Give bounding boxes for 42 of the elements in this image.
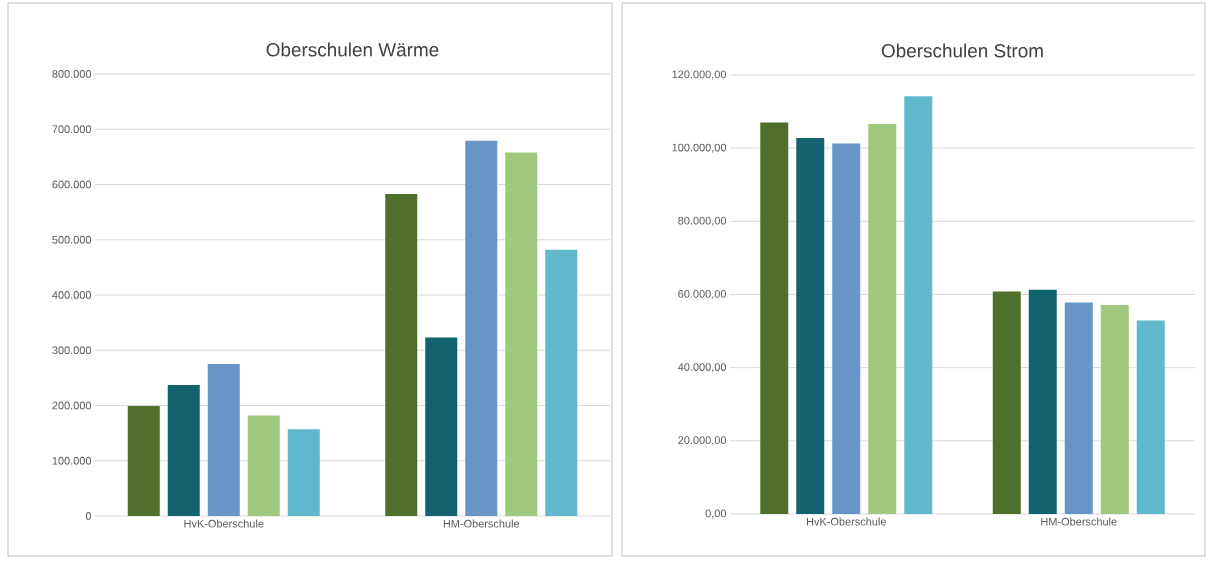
- bar: [247, 415, 280, 516]
- x-tick-label: HvK-Oberschule: [184, 519, 264, 528]
- y-tick-label: 200.000: [52, 401, 92, 410]
- bar: [868, 124, 897, 514]
- bar: [1028, 289, 1057, 514]
- y-tick-label: 0: [85, 512, 92, 520]
- x-tick-label: HM-Oberschule: [443, 519, 520, 528]
- bar: [796, 137, 825, 514]
- bar: [760, 122, 789, 514]
- bar: [1100, 305, 1129, 514]
- x-tick-label: HvK-Oberschule: [806, 517, 886, 526]
- y-tick-label: 120.000,00: [672, 70, 727, 80]
- bar: [505, 152, 538, 516]
- bar: [167, 385, 200, 516]
- y-tick-label: 100.000: [52, 456, 92, 465]
- y-tick-label: 60.000,00: [678, 289, 727, 300]
- bar: [385, 193, 418, 516]
- y-tick-label: 300.000: [52, 346, 92, 355]
- bar: [207, 364, 240, 516]
- y-tick-label: 800.000: [52, 70, 92, 78]
- y-tick-label: 500.000: [52, 235, 92, 244]
- bar: [832, 143, 861, 514]
- chart-title: Oberschulen Wärme: [266, 42, 439, 57]
- y-tick-label: 80.000,00: [678, 216, 727, 226]
- y-tick-label: 700.000: [52, 125, 92, 134]
- x-tick-label: HM-Oberschule: [1041, 517, 1117, 526]
- y-tick-label: 40.000,00: [677, 363, 727, 373]
- y-tick-label: 20.000,00: [678, 436, 727, 446]
- bar: [992, 291, 1021, 514]
- bar: [425, 337, 458, 516]
- bar: [127, 406, 160, 516]
- bar: [465, 140, 498, 516]
- bar: [1064, 302, 1093, 514]
- bar: [545, 249, 578, 516]
- y-tick-label: 100.000,00: [672, 143, 727, 153]
- chart-title: Oberschulen Strom: [881, 43, 1043, 58]
- y-tick-label: 400.000: [52, 291, 92, 299]
- y-tick-label: 600.000: [52, 180, 92, 189]
- bar: [904, 96, 933, 514]
- bar: [287, 429, 320, 516]
- y-tick-label: 0,00: [705, 509, 727, 519]
- bar: [1136, 320, 1165, 514]
